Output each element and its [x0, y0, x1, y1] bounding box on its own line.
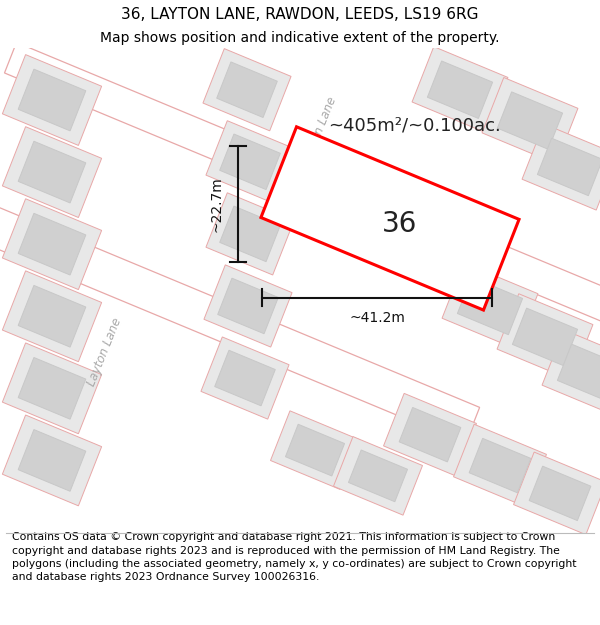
Polygon shape: [286, 424, 344, 476]
Polygon shape: [349, 450, 407, 502]
Polygon shape: [18, 357, 86, 419]
Polygon shape: [442, 263, 538, 349]
Text: Layton Lane: Layton Lane: [301, 95, 340, 167]
Polygon shape: [529, 466, 591, 521]
Polygon shape: [514, 452, 600, 534]
Polygon shape: [2, 199, 101, 289]
Polygon shape: [497, 294, 593, 380]
Polygon shape: [2, 415, 101, 506]
Polygon shape: [469, 438, 531, 493]
Text: ~405m²/~0.100ac.: ~405m²/~0.100ac.: [329, 117, 502, 135]
Polygon shape: [2, 54, 101, 146]
Polygon shape: [512, 308, 578, 366]
Polygon shape: [522, 124, 600, 210]
Polygon shape: [271, 411, 359, 489]
Polygon shape: [482, 78, 578, 164]
Polygon shape: [215, 350, 275, 406]
Polygon shape: [204, 265, 292, 347]
Text: Map shows position and indicative extent of the property.: Map shows position and indicative extent…: [100, 31, 500, 45]
Polygon shape: [334, 437, 422, 515]
Polygon shape: [217, 62, 277, 118]
Text: Contains OS data © Crown copyright and database right 2021. This information is : Contains OS data © Crown copyright and d…: [12, 532, 577, 582]
Polygon shape: [538, 138, 600, 196]
Polygon shape: [218, 278, 278, 334]
Polygon shape: [383, 393, 476, 476]
Polygon shape: [427, 61, 493, 119]
Polygon shape: [201, 337, 289, 419]
Polygon shape: [18, 286, 86, 347]
Polygon shape: [261, 127, 519, 310]
Polygon shape: [4, 42, 600, 343]
Polygon shape: [206, 192, 294, 275]
Polygon shape: [18, 213, 86, 275]
Text: Layton Lane: Layton Lane: [85, 316, 125, 388]
Polygon shape: [542, 330, 600, 416]
Polygon shape: [557, 344, 600, 402]
Polygon shape: [220, 206, 280, 262]
Text: ~22.7m: ~22.7m: [209, 176, 223, 232]
Polygon shape: [18, 429, 86, 491]
Polygon shape: [399, 408, 461, 462]
Polygon shape: [2, 271, 101, 362]
Polygon shape: [2, 343, 101, 434]
Polygon shape: [220, 134, 280, 189]
Polygon shape: [18, 141, 86, 203]
Polygon shape: [457, 278, 523, 335]
Polygon shape: [2, 127, 101, 218]
Text: 36, LAYTON LANE, RAWDON, LEEDS, LS19 6RG: 36, LAYTON LANE, RAWDON, LEEDS, LS19 6RG: [121, 7, 479, 22]
Polygon shape: [497, 92, 563, 149]
Polygon shape: [18, 69, 86, 131]
Polygon shape: [0, 138, 479, 444]
Text: 36: 36: [382, 209, 418, 238]
Polygon shape: [206, 121, 294, 203]
Polygon shape: [412, 47, 508, 133]
Polygon shape: [203, 49, 291, 131]
Text: ~41.2m: ~41.2m: [349, 311, 405, 326]
Polygon shape: [454, 424, 547, 507]
